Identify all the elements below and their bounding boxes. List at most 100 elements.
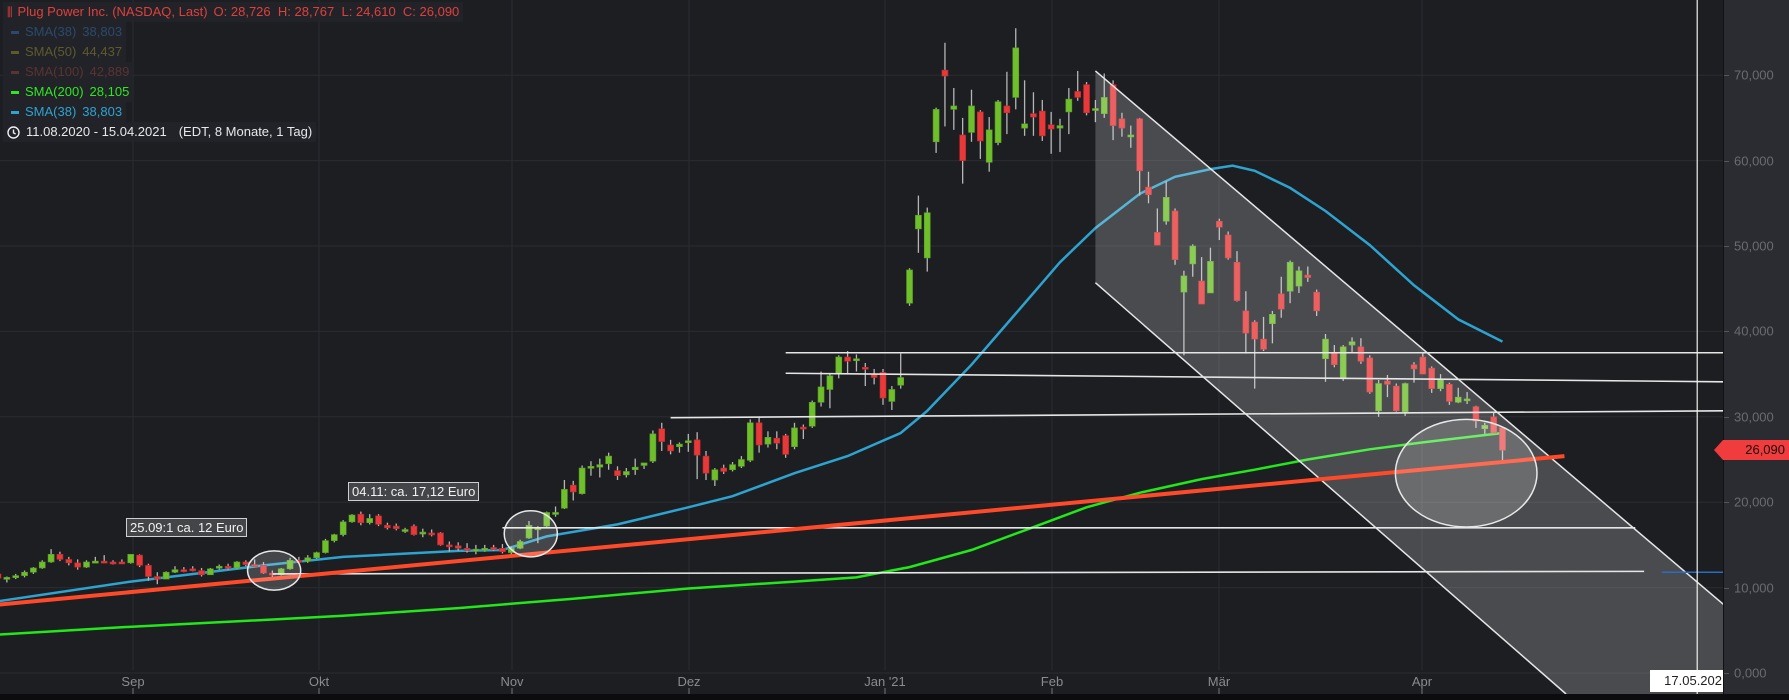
candle-body-down xyxy=(1118,118,1126,129)
candle xyxy=(410,524,418,536)
candle-body-down xyxy=(1304,274,1312,278)
candle-body-up xyxy=(481,548,489,551)
candle xyxy=(1189,244,1197,277)
candle xyxy=(923,207,931,272)
candle xyxy=(1047,111,1055,154)
candle xyxy=(65,556,73,566)
candle-body-down xyxy=(879,372,887,399)
candle xyxy=(1277,276,1285,318)
candle-body-up xyxy=(853,358,860,362)
candle-body-down xyxy=(1171,210,1179,260)
candle-body-down xyxy=(861,366,869,370)
date-range: 11.08.2020 - 15.04.2021 xyxy=(26,124,167,139)
candle xyxy=(136,554,143,568)
annotation-note-1[interactable]: 25.09:1 ca. 12 Euro xyxy=(126,518,248,537)
candle-body-down xyxy=(384,524,391,529)
red-trendline xyxy=(0,454,1565,607)
candle-body-down xyxy=(198,570,205,576)
candle-body-up xyxy=(1021,123,1028,129)
candle-body-up xyxy=(1092,108,1099,111)
candle-body-down xyxy=(658,428,666,442)
time-tick-label: Okt xyxy=(308,674,330,689)
chart-drawings[interactable] xyxy=(0,0,1723,695)
price-tick-label: 10,000 xyxy=(1734,580,1774,596)
candle xyxy=(1393,383,1400,412)
legend-indicator-row[interactable]: SMA(38) 38,803 xyxy=(3,22,127,42)
candle xyxy=(525,520,533,539)
candle xyxy=(1313,289,1320,317)
indicator-swatch xyxy=(11,110,19,114)
price-tick-mark xyxy=(1724,587,1729,589)
candle-body-down xyxy=(145,565,152,577)
candle xyxy=(251,559,258,567)
candle-body-down xyxy=(74,562,81,568)
candle-body-down xyxy=(136,554,143,566)
legend-indicator-row[interactable]: SMA(38) 38,803 xyxy=(3,102,127,122)
indicator-value: 38,803 xyxy=(82,24,123,39)
channel-bottom-line xyxy=(1094,282,1567,695)
candle xyxy=(693,432,701,480)
price-chart[interactable] xyxy=(0,0,1723,700)
candle xyxy=(109,560,117,565)
candle xyxy=(1286,260,1294,304)
candle xyxy=(569,480,577,501)
candle-body-down xyxy=(941,69,949,77)
candle xyxy=(808,400,816,428)
candle xyxy=(720,464,728,475)
candle xyxy=(959,117,966,184)
candle xyxy=(215,564,223,570)
indicator-label: SMA(38) xyxy=(25,104,77,119)
candle-body-down xyxy=(755,422,763,446)
candle-body-up xyxy=(906,269,913,304)
clock-icon xyxy=(7,125,20,139)
candle xyxy=(0,573,2,579)
price-tick-mark xyxy=(1724,416,1729,418)
candle-body-down xyxy=(1499,427,1506,451)
candle-body-up xyxy=(330,534,338,541)
candle xyxy=(746,419,754,463)
candle-body-up xyxy=(304,557,312,562)
candle xyxy=(1021,80,1028,136)
candle xyxy=(755,416,763,453)
candle-body-up xyxy=(950,105,958,110)
annotation-note-2[interactable]: 04.11: ca. 17,12 Euro xyxy=(348,482,480,501)
candle-body-down xyxy=(109,561,117,565)
candle-body-up xyxy=(1065,98,1073,113)
indicator-label: SMA(50) xyxy=(25,44,77,59)
candle-body-up xyxy=(1189,245,1197,265)
candle xyxy=(454,542,462,551)
candle xyxy=(1083,82,1090,116)
candle-body-up xyxy=(835,356,843,375)
candle xyxy=(835,355,843,379)
candle xyxy=(1198,257,1205,305)
legend-indicator-row[interactable]: SMA(50) 44,437 xyxy=(3,42,127,62)
candle xyxy=(21,570,28,578)
candle-body-down xyxy=(499,548,506,553)
candle-body-down xyxy=(1083,84,1090,114)
candle-body-up xyxy=(738,459,745,467)
candle-body-up xyxy=(322,540,329,553)
candle-body-down xyxy=(800,426,807,430)
candle xyxy=(401,527,409,533)
candle-body-up xyxy=(1012,47,1020,98)
candle xyxy=(1481,422,1489,434)
candle xyxy=(437,532,444,546)
candle xyxy=(145,563,152,581)
candle-body-down xyxy=(1216,220,1223,228)
legend-indicator-row[interactable]: SMA(100) 42,889 xyxy=(3,62,134,82)
candle-body-down xyxy=(224,565,232,569)
legend-indicator-row[interactable]: SMA(200) 28,105 xyxy=(3,82,134,102)
candle-body-down xyxy=(1136,118,1143,172)
candle-body-up xyxy=(649,433,657,462)
price-tick-mark xyxy=(1724,160,1729,162)
price-axis[interactable]: 0,000 10,000 20,000 30,000 40,000 50,000 60,00… xyxy=(1723,0,1789,694)
candle xyxy=(463,543,471,553)
candle-body-up xyxy=(552,512,559,515)
candle xyxy=(1357,338,1365,364)
candle xyxy=(348,514,356,523)
candle xyxy=(1322,333,1329,382)
candle-body-up xyxy=(1401,383,1409,412)
candle xyxy=(888,386,896,410)
candle xyxy=(1419,352,1427,375)
candle xyxy=(897,353,905,389)
